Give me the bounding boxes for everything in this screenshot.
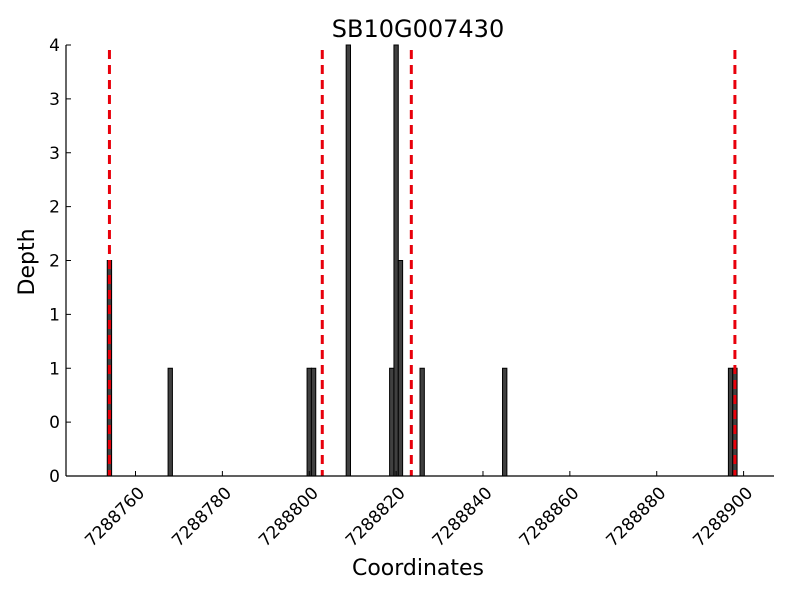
x-ticks-group: 7288760 7288780 7288800 7288820 7288840 72888… (81, 471, 757, 551)
x-tick-label: 7288820 (342, 483, 410, 551)
x-tick-label: 7288800 (255, 483, 323, 551)
reference-lines-group (107, 50, 737, 476)
y-tick-label: 2 (49, 252, 60, 272)
y-axis-label: Depth (15, 228, 40, 295)
bar (419, 367, 425, 477)
y-tick-label: 3 (49, 90, 60, 110)
x-axis-label: Coordinates (352, 556, 484, 581)
y-tick-label: 1 (49, 305, 60, 325)
bar (306, 367, 312, 477)
bar (310, 367, 317, 477)
bar (397, 260, 404, 477)
x-tick-label: 7288780 (168, 483, 236, 551)
bar (345, 44, 352, 477)
y-ticks-group: 0 0 1 1 2 2 3 3 4 (49, 36, 71, 487)
y-tick-label: 3 (49, 144, 60, 164)
x-tick-label: 7288760 (81, 483, 149, 551)
x-tick-label: 7288860 (516, 483, 584, 551)
y-tick-label: 0 (49, 467, 60, 487)
y-tick-label: 1 (49, 359, 60, 379)
x-tick-label: 7288880 (603, 483, 671, 551)
bar (502, 367, 508, 477)
y-tick-label: 4 (49, 36, 60, 56)
x-tick-label: 7288840 (429, 483, 497, 551)
bar (389, 367, 395, 477)
x-tick-label: 7288900 (689, 483, 757, 551)
bar (393, 44, 399, 477)
bar (167, 367, 173, 477)
y-tick-label: 0 (49, 413, 60, 433)
y-tick-label: 2 (49, 198, 60, 218)
chart-title: SB10G007430 (332, 15, 504, 43)
bars-group (106, 44, 738, 477)
bar (727, 367, 734, 477)
